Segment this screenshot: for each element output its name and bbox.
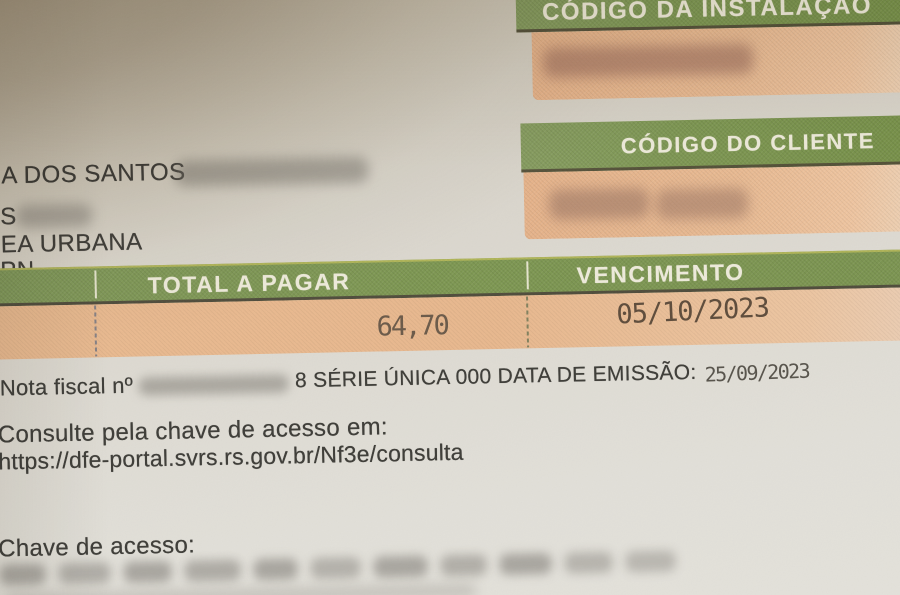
redacted-nota-number (138, 374, 290, 396)
customer-area-line: EA URBANA (0, 228, 143, 259)
column-divider (94, 270, 97, 299)
nota-series-text: 8 SÉRIE ÚNICA 000 DATA DE EMISSÃO: (294, 360, 697, 393)
total-value: 64,70 (376, 310, 449, 343)
redacted-customer-line2 (15, 203, 93, 229)
customer-line2: S (0, 203, 18, 231)
redacted-digit-group (440, 554, 487, 577)
column-divider (526, 261, 529, 290)
total-a-pagar-header: TOTAL A PAGAR (147, 268, 351, 299)
vencimento-header: VENCIMENTO (576, 258, 745, 289)
redacted-digit-group (58, 562, 111, 585)
redacted-digit-group (625, 550, 676, 573)
redacted-digit-group (253, 558, 298, 581)
redacted-digit-group (123, 560, 172, 583)
nota-fiscal-line: Nota fiscal nº 8 SÉRIE ÚNICA 000 DATA DE… (0, 359, 809, 402)
client-code-header: CÓDIGO DO CLIENTE (620, 128, 876, 159)
client-code-box: CÓDIGO DO CLIENTE (520, 115, 900, 173)
redacted-digit-group (310, 556, 361, 579)
client-code-value-box (523, 164, 900, 240)
redacted-client-code-2 (655, 187, 749, 220)
emission-date: 25/09/2023 (704, 358, 810, 387)
redacted-customer-id (175, 156, 369, 187)
redacted-digit-group (184, 559, 241, 582)
redacted-client-code (548, 187, 650, 220)
customer-name-line: A DOS SANTOS (1, 158, 186, 190)
redacted-digit-group (373, 555, 428, 578)
redacted-access-key-row2 (6, 583, 477, 595)
nota-fiscal-label: Nota fiscal nº (0, 372, 134, 401)
access-key-label: Chave de acesso: (0, 531, 196, 563)
redacted-digit-group (564, 551, 613, 574)
redacted-installation-code (542, 43, 754, 78)
redacted-digit-group (0, 563, 46, 586)
redacted-digit-group (499, 552, 552, 576)
installation-code-header: CÓDIGO DA INSTALAÇÃO (541, 0, 873, 27)
installation-code-value-box (531, 24, 900, 101)
